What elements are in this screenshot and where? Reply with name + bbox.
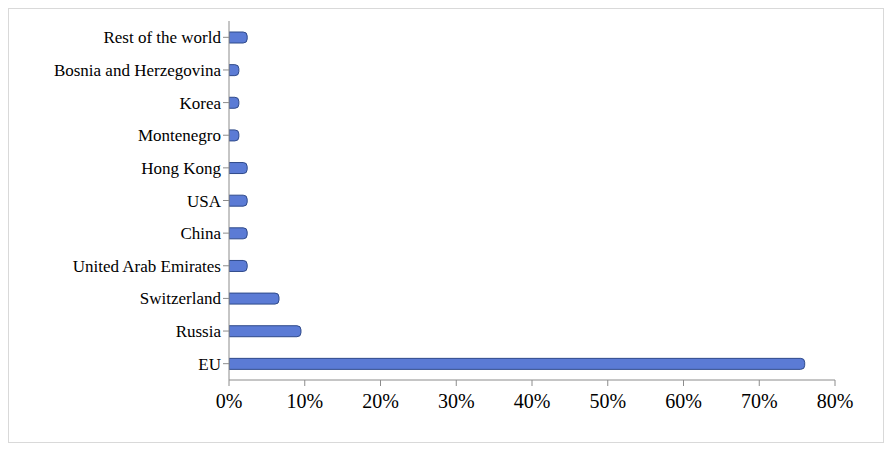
svg-text:0%: 0% xyxy=(216,390,243,412)
svg-text:USA: USA xyxy=(187,192,222,211)
svg-text:Rest of the world: Rest of the world xyxy=(103,28,221,47)
svg-text:Korea: Korea xyxy=(179,94,221,113)
svg-text:40%: 40% xyxy=(514,390,551,412)
svg-text:30%: 30% xyxy=(438,390,475,412)
svg-text:Russia: Russia xyxy=(176,322,222,341)
svg-text:China: China xyxy=(180,224,221,243)
svg-text:Switzerland: Switzerland xyxy=(140,289,222,308)
svg-text:10%: 10% xyxy=(286,390,323,412)
svg-text:Bosnia and Herzegovina: Bosnia and Herzegovina xyxy=(54,61,222,80)
svg-text:80%: 80% xyxy=(817,390,854,412)
svg-text:50%: 50% xyxy=(589,390,626,412)
svg-text:Montenegro: Montenegro xyxy=(138,126,221,145)
svg-text:EU: EU xyxy=(198,355,221,374)
svg-text:70%: 70% xyxy=(741,390,778,412)
svg-text:20%: 20% xyxy=(362,390,399,412)
svg-text:United Arab Emirates: United Arab Emirates xyxy=(73,257,221,276)
svg-text:60%: 60% xyxy=(665,390,702,412)
svg-text:Hong Kong: Hong Kong xyxy=(141,159,221,178)
